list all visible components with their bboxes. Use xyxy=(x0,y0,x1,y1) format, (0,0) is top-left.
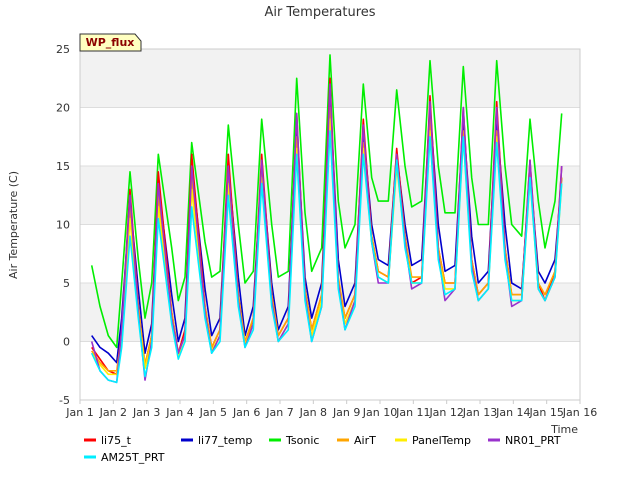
x-tick-label: Jan 14 xyxy=(495,406,530,419)
legend-item: li75_t xyxy=(84,434,132,447)
plot-band xyxy=(80,341,580,400)
x-axis-label: Time xyxy=(550,423,578,436)
legend-label: AM25T_PRT xyxy=(101,451,165,464)
x-tick-label: Jan 9 xyxy=(332,406,360,419)
x-tick-label: Jan 8 xyxy=(299,406,327,419)
series-line-am25t-prt xyxy=(90,130,563,384)
plot-band xyxy=(80,166,580,225)
x-tick-label: Jan 2 xyxy=(99,406,127,419)
chart-title: Air Temperatures xyxy=(264,5,375,20)
legend-label: NR01_PRT xyxy=(505,434,561,447)
legend-label: li75_t xyxy=(101,434,132,447)
y-tick-label: 20 xyxy=(56,102,70,115)
legend-item: AM25T_PRT xyxy=(84,451,165,464)
plot-frame xyxy=(79,48,581,401)
x-tick-label: Jan 3 xyxy=(132,406,160,419)
x-tick-label: Jan 11 xyxy=(395,406,430,419)
y-axis-label: Air Temperature (C) xyxy=(7,171,20,279)
y-axis-ticks: -5 0 5 10 15 20 25 xyxy=(56,43,70,407)
y-tick-label: 5 xyxy=(63,277,70,290)
site-badge: WP_flux xyxy=(79,33,142,52)
legend-item: li77_temp xyxy=(181,434,252,447)
x-tick-label: Jan 4 xyxy=(165,406,193,419)
y-tick-label: -5 xyxy=(59,394,70,407)
x-tick-label: Jan 15 xyxy=(528,406,563,419)
legend-label: Tsonic xyxy=(285,434,319,447)
badge-shape xyxy=(79,33,142,52)
legend-label: PanelTemp xyxy=(412,434,471,447)
legend-item: AirT xyxy=(337,434,376,447)
series-line-tsonic xyxy=(90,54,563,349)
legend-item: Tsonic xyxy=(269,434,319,447)
legend: li75_t li77_temp Tsonic AirT PanelTemp NR01_P… xyxy=(84,434,561,464)
series-layer xyxy=(90,54,563,384)
legend-item: PanelTemp xyxy=(395,434,471,447)
x-tick-label: Jan 7 xyxy=(265,406,293,419)
x-tick-label: Jan 12 xyxy=(428,406,463,419)
legend-label: AirT xyxy=(354,434,376,447)
x-tick-label: Jan 13 xyxy=(462,406,497,419)
legend-item: NR01_PRT xyxy=(488,434,561,447)
x-tick-label: Jan 10 xyxy=(362,406,397,419)
x-axis-ticks: Jan 1 Jan 2 Jan 3 Jan 4 Jan 5 Jan 6 Jan 7 Jan 8… xyxy=(65,400,597,419)
y-tick-label: 25 xyxy=(56,43,70,56)
plot-band xyxy=(80,283,580,342)
y-tick-label: 15 xyxy=(56,160,70,173)
y-tick-label: 10 xyxy=(56,219,70,232)
legend-label: li77_temp xyxy=(198,434,252,447)
badge-label: WP_flux xyxy=(86,36,135,49)
x-tick-label: Jan 16 xyxy=(562,406,597,419)
x-tick-label: Jan 5 xyxy=(199,406,227,419)
y-tick-label: 0 xyxy=(63,336,70,349)
x-tick-label: Jan 6 xyxy=(232,406,260,419)
x-tick-label: Jan 1 xyxy=(65,406,93,419)
